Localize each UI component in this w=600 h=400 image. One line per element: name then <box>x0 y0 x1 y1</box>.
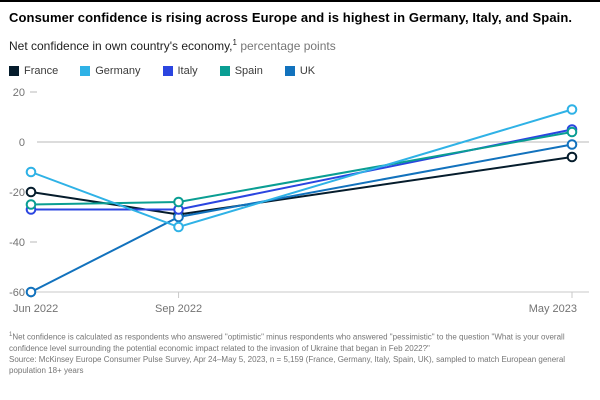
footnote-text: 1Net confidence is calculated as respond… <box>9 332 565 353</box>
series-line-uk <box>30 143 573 294</box>
subtitle-unit: percentage points <box>236 39 336 54</box>
footnote-marker: 1 <box>9 332 13 339</box>
legend-swatch-france <box>9 66 19 77</box>
data-point-germany-0 <box>25 166 37 178</box>
y-axis-label--40: -40 <box>9 237 25 249</box>
data-point-spain-0 <box>25 199 37 210</box>
y-axis-label-20: 20 <box>13 87 25 99</box>
series-line-france <box>30 156 573 216</box>
data-point-germany-1 <box>173 221 184 233</box>
y-axis-label-0: 0 <box>19 137 25 149</box>
legend-swatch-italy <box>162 66 173 77</box>
data-point-spain-1 <box>173 196 184 208</box>
legend-label: Spain <box>234 65 263 78</box>
data-point-france-0 <box>25 186 37 198</box>
confidence-line-chart: 20 0 -20 -40 -60 Jun 2022 Sep 2022 May 2023 <box>9 87 589 315</box>
legend-item-spain: Spain <box>219 65 263 78</box>
subtitle-main: Net confidence in own country's economy, <box>9 39 233 54</box>
chart-subtitle: Net confidence in own country's economy,… <box>9 38 591 53</box>
x-axis-label-0: Jun 2022 <box>13 303 58 315</box>
legend-item-germany: Germany <box>80 65 141 78</box>
y-axis-label--60: -60 <box>9 287 25 299</box>
chart-legend: France Germany Italy Spain UK <box>9 65 591 77</box>
legend-label: UK <box>299 65 316 78</box>
legend-item-uk: UK <box>284 65 316 78</box>
source-line: Source: McKinsey Europe Consumer Pulse S… <box>9 355 566 376</box>
legend-item-france: France <box>9 65 58 77</box>
legend-item-italy: Italy <box>162 65 198 78</box>
data-point-germany-2 <box>566 104 578 115</box>
legend-label: Italy <box>177 65 198 78</box>
data-point-spain-2 <box>566 126 578 138</box>
legend-swatch-germany <box>80 66 91 77</box>
x-axis-label-1: Sep 2022 <box>155 303 202 315</box>
legend-swatch-spain <box>219 66 230 77</box>
y-axis-label--20: -20 <box>9 187 25 199</box>
chart-area: 20 0 -20 -40 -60 Jun 2022 Sep 2022 May 2023 <box>9 81 591 324</box>
legend-label: Germany <box>95 65 141 78</box>
data-point-uk-2 <box>566 139 578 150</box>
subtitle-footnote-marker: 1 <box>232 38 237 48</box>
legend-swatch-uk <box>284 66 295 77</box>
legend-label: France <box>24 65 59 78</box>
data-point-france-2 <box>566 151 578 163</box>
x-axis-label-2: May 2023 <box>529 303 577 315</box>
footnote-block: 1Net confidence is calculated as respond… <box>9 331 591 376</box>
data-point-uk-0 <box>25 286 37 298</box>
chart-title: Consumer confidence is rising across Eur… <box>9 10 573 25</box>
